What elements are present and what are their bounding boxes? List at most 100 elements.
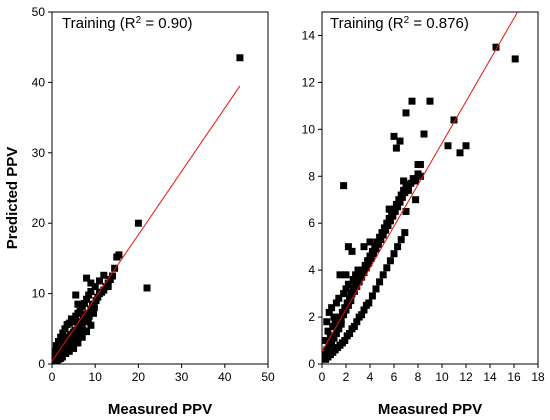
- left-y-tick-label: 30: [32, 146, 46, 160]
- right-data-point: [450, 116, 458, 124]
- left-data-point: [104, 279, 112, 287]
- right-data-point: [384, 222, 392, 230]
- left-data-point: [100, 286, 108, 294]
- right-data-point: [379, 231, 387, 239]
- right-data-point: [408, 97, 416, 105]
- left-data-point: [89, 309, 97, 317]
- right-fit-line: [322, 12, 519, 352]
- right-data-point: [335, 294, 343, 302]
- left-data-point: [85, 291, 93, 299]
- right-data-point: [492, 43, 500, 51]
- right-data-point: [342, 285, 350, 293]
- right-data-point: [382, 226, 390, 234]
- left-data-point: [92, 297, 100, 305]
- left-data-point: [236, 54, 244, 62]
- left-data-point: [74, 321, 82, 329]
- left-plot-area: 0 10 20 30 40 50 0 10 20 30 40 50: [32, 5, 275, 384]
- right-data-point: [396, 137, 404, 145]
- right-data-point: [386, 217, 394, 225]
- left-data-point: [87, 287, 95, 295]
- left-x-tick-label: 40: [218, 370, 232, 384]
- right-data-point: [348, 247, 356, 255]
- left-data-point: [57, 333, 65, 341]
- right-data-point: [404, 184, 412, 192]
- right-data-point: [383, 264, 391, 272]
- right-data-point: [412, 196, 420, 204]
- right-data-point: [389, 212, 397, 220]
- left-data-point: [90, 304, 98, 312]
- right-data-point: [332, 329, 340, 337]
- right-data-point: [365, 299, 373, 307]
- right-data-point: [337, 320, 345, 328]
- right-data-point: [332, 299, 340, 307]
- left-data-point: [57, 354, 65, 362]
- right-data-point: [379, 271, 387, 279]
- left-annotation: Training (R2 = 0.90): [62, 15, 193, 33]
- right-data-point: [346, 329, 354, 337]
- right-data-point: [377, 236, 385, 244]
- right-x-tick-label: 0: [319, 370, 326, 384]
- left-data-point: [61, 325, 69, 333]
- right-data-point: [402, 109, 410, 117]
- right-data-point: [337, 315, 345, 323]
- right-data-point: [328, 339, 336, 347]
- left-x-tick-label: 30: [175, 370, 189, 384]
- right-y-tick-label: 8: [308, 169, 315, 183]
- right-data-point: [394, 203, 402, 211]
- left-data-point: [59, 329, 67, 337]
- left-y-tick-label: 20: [32, 216, 46, 230]
- left-data-point: [85, 312, 93, 320]
- right-data-point: [322, 337, 330, 345]
- left-y-axis-title: Predicted PPV: [4, 147, 21, 250]
- right-data-point: [335, 325, 343, 333]
- right-data-point: [323, 318, 331, 326]
- right-x-tick-label: 10: [435, 370, 449, 384]
- chart-right: 0 2 4 6 8 10 12 14 16 18 0 2 4 6 8 10 12 14 Training (R2 …: [302, 11, 545, 418]
- right-data-point: [416, 161, 424, 169]
- right-data-point: [401, 189, 409, 197]
- left-data-point: [87, 321, 95, 329]
- left-data-point: [52, 342, 60, 350]
- left-data-point: [74, 300, 82, 308]
- right-data-point: [365, 259, 373, 267]
- left-data-point: [83, 274, 91, 282]
- right-data-point: [353, 283, 361, 291]
- left-data-point: [54, 337, 62, 345]
- left-data-point: [65, 319, 73, 327]
- right-data-point: [462, 142, 470, 150]
- left-data-layer: [52, 54, 244, 364]
- right-data-point: [362, 264, 370, 272]
- chart-left: 0 10 20 30 40 50 0 10 20 30 40 50 Training (R2 = 0.…: [4, 5, 275, 418]
- right-data-point: [324, 327, 332, 335]
- right-data-point: [331, 318, 339, 326]
- right-plot-area: 0 2 4 6 8 10 12 14 16 18 0 2 4 6 8 10 12 14: [302, 11, 545, 384]
- right-data-point: [360, 306, 368, 314]
- left-x-tick-label: 10: [89, 370, 103, 384]
- left-x-tick-label: 50: [261, 370, 275, 384]
- right-data-point: [340, 311, 348, 319]
- right-data-point: [374, 240, 382, 248]
- right-x-tick-label: 12: [459, 370, 473, 384]
- right-data-point: [402, 207, 410, 215]
- left-y-tick-label: 10: [32, 287, 46, 301]
- left-data-point: [106, 276, 114, 284]
- left-data-point: [70, 318, 78, 326]
- left-data-point: [72, 291, 80, 299]
- left-y-tick-label: 40: [32, 75, 46, 89]
- right-data-point: [340, 182, 348, 190]
- left-data-point: [84, 318, 92, 326]
- right-data-point: [358, 273, 366, 281]
- right-data-point: [329, 322, 337, 330]
- right-x-tick-label: 4: [367, 370, 374, 384]
- right-x-tick-label: 18: [531, 370, 545, 384]
- right-y-tick-label: 4: [308, 263, 315, 277]
- right-data-point: [372, 245, 380, 253]
- left-data-point: [143, 284, 151, 292]
- right-x-tick-label: 8: [415, 370, 422, 384]
- right-data-point: [344, 243, 352, 251]
- right-annotation: Training (R2 = 0.876): [330, 15, 469, 33]
- left-data-point: [74, 339, 82, 347]
- right-x-tick-label: 2: [343, 370, 350, 384]
- right-data-point: [376, 278, 384, 286]
- right-data-point: [352, 271, 360, 279]
